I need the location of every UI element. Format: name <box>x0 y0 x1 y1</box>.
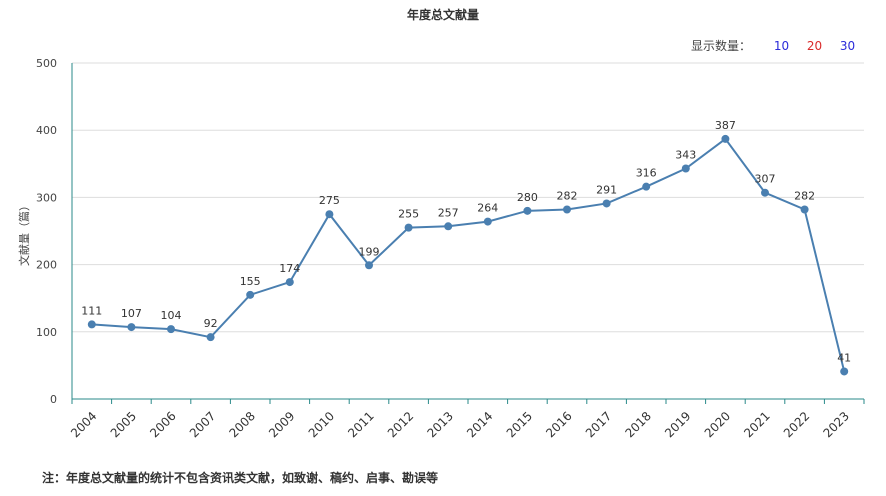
data-label: 282 <box>794 189 815 202</box>
display-option-20[interactable]: 20 <box>806 38 823 53</box>
y-tick-label: 0 <box>50 393 57 406</box>
data-point[interactable] <box>681 164 690 173</box>
data-label: 280 <box>517 191 538 204</box>
data-point[interactable] <box>127 323 136 332</box>
x-tick-label: 2008 <box>226 409 257 440</box>
x-tick-label: 2006 <box>147 409 178 440</box>
grid-lines <box>72 62 864 333</box>
data-label: 111 <box>81 304 102 317</box>
data-point[interactable] <box>285 278 294 287</box>
data-point[interactable] <box>404 223 413 232</box>
footnote: 注：年度总文献量的统计不包含资讯类文献，如致谢、稿约、启事、勘误等 <box>42 471 439 485</box>
data-point[interactable] <box>365 261 373 270</box>
data-point[interactable] <box>87 320 96 329</box>
data-point[interactable] <box>523 206 532 215</box>
data-points <box>87 134 849 376</box>
x-tick-label: 2020 <box>702 409 733 440</box>
x-tick-label: 2023 <box>820 409 851 440</box>
data-label: 282 <box>557 189 578 202</box>
display-option-10[interactable]: 10 <box>773 38 790 53</box>
data-label: 316 <box>636 167 657 180</box>
data-label: 92 <box>204 317 218 330</box>
data-labels: 111 107 104 92 155 174 275 199 255 257 264 280 282 29… <box>81 119 851 365</box>
x-tick-label: 2021 <box>741 409 772 440</box>
data-label: 107 <box>121 307 142 320</box>
data-label: 275 <box>319 194 340 207</box>
data-label: 257 <box>438 206 459 219</box>
data-point[interactable] <box>206 333 215 342</box>
x-tick-label: 2022 <box>781 409 812 440</box>
x-tick-label: 2007 <box>187 409 218 440</box>
x-tick-label: 2009 <box>266 409 297 440</box>
x-tick-label: 2013 <box>424 409 455 440</box>
data-point[interactable] <box>840 367 849 376</box>
series-line-path <box>91 137 846 372</box>
x-tick-label: 2016 <box>543 409 574 440</box>
x-tick-labels: 2004 2005 2006 2007 2008 2009 2010 2011 2012 2013… <box>68 409 852 440</box>
data-label: 41 <box>837 351 851 364</box>
y-axis-label: 文献量（篇） <box>17 200 31 266</box>
data-label: 264 <box>477 202 498 215</box>
data-point[interactable] <box>167 325 175 334</box>
x-tick-label: 2018 <box>622 409 653 440</box>
y-tick-label: 300 <box>36 191 57 204</box>
series-line <box>91 137 846 372</box>
display-count-label: 显示数量： <box>690 39 751 53</box>
x-tick-label: 2004 <box>68 409 99 440</box>
data-point[interactable] <box>761 188 769 197</box>
y-tick-labels: 0 100 200 300 400 500 <box>36 57 57 406</box>
data-label: 174 <box>279 262 300 275</box>
data-point[interactable] <box>246 290 255 299</box>
y-tick-label: 200 <box>36 259 57 272</box>
data-label: 155 <box>240 275 261 288</box>
data-point[interactable] <box>444 222 453 231</box>
x-tick-label: 2005 <box>108 409 139 440</box>
x-tick-label: 2014 <box>464 409 495 440</box>
y-tick-label: 400 <box>36 124 57 137</box>
x-tick-label: 2012 <box>385 409 416 440</box>
data-label: 255 <box>398 208 419 221</box>
data-point[interactable] <box>721 134 730 143</box>
x-tick-label: 2017 <box>583 409 614 440</box>
data-point[interactable] <box>563 205 571 214</box>
y-tick-label: 500 <box>36 57 57 70</box>
data-point[interactable] <box>800 205 809 214</box>
data-label: 387 <box>715 119 736 132</box>
data-label: 104 <box>161 309 182 322</box>
data-label: 291 <box>596 183 617 196</box>
y-tick-label: 100 <box>36 326 57 339</box>
data-point[interactable] <box>483 217 492 226</box>
display-count-control: 显示数量： 10 20 30 <box>691 37 864 54</box>
data-point[interactable] <box>325 210 334 219</box>
x-tick-label: 2019 <box>662 409 693 440</box>
x-tick-label: 2010 <box>306 409 337 440</box>
x-tick-label: 2015 <box>504 409 535 440</box>
x-tick-label: 2011 <box>345 409 376 440</box>
display-option-30[interactable]: 30 <box>839 38 856 53</box>
data-point[interactable] <box>602 199 611 208</box>
data-label: 343 <box>675 149 696 162</box>
chart-title: 年度总文献量 <box>406 8 479 22</box>
axes <box>71 63 865 404</box>
data-label: 307 <box>755 173 776 186</box>
data-label: 199 <box>359 245 380 258</box>
data-point[interactable] <box>642 182 651 191</box>
